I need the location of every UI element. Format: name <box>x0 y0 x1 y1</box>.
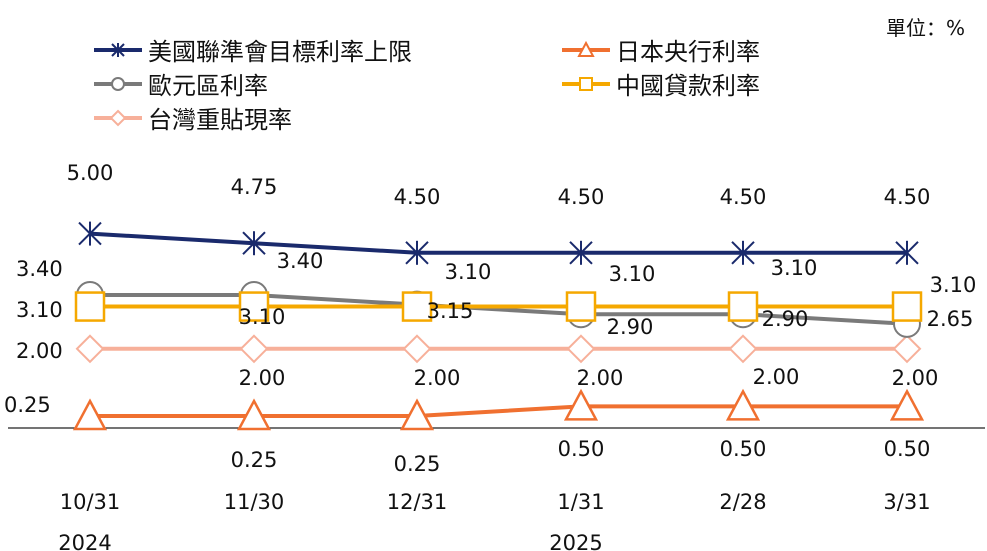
marker-s4-p4 <box>728 334 758 364</box>
legend-item-china: 中國貸款利率 <box>560 66 760 101</box>
marker-s1-p0 <box>72 398 108 431</box>
data-label-s2-p0: 3.40 <box>16 257 63 281</box>
x-tick-label-5: 3/31 <box>883 490 930 514</box>
legend-item-euro: 歐元區利率 <box>92 66 268 101</box>
data-label-s4-p4: 2.00 <box>753 365 800 389</box>
data-label-s0-p3: 4.50 <box>558 185 605 209</box>
legend-item-us-fed: 美國聯準會目標利率上限 <box>92 32 412 67</box>
marker-s0-p1 <box>242 231 266 256</box>
data-label-s1-p5: 0.50 <box>884 437 931 461</box>
marker-s3-p4 <box>727 291 759 322</box>
marker-s0-p5 <box>895 240 919 265</box>
marker-s4-p2 <box>402 334 432 364</box>
legend-label-china: 中國貸款利率 <box>616 72 760 100</box>
data-label-s1-p3: 0.50 <box>558 437 605 461</box>
legend-marker-square-icon <box>562 76 610 91</box>
marker-s3-p0 <box>74 291 106 322</box>
data-label-s4-p3: 2.00 <box>577 366 624 390</box>
marker-s4-p0 <box>75 334 105 364</box>
data-label-s2-p3: 2.90 <box>607 315 654 339</box>
legend-item-japan: 日本央行利率 <box>560 32 760 67</box>
data-label-s3-p0: 3.10 <box>16 298 63 322</box>
data-label-s0-p5: 4.50 <box>884 185 931 209</box>
marker-s1-p2 <box>399 398 435 431</box>
marker-s1-p1 <box>236 398 272 431</box>
marker-s4-p1 <box>239 334 269 364</box>
x-year-label-3: 2025 <box>549 531 602 551</box>
data-label-s3-p2: 3.10 <box>445 260 492 284</box>
unit-label: 單位：% <box>885 16 965 40</box>
marker-s3-p5 <box>891 291 923 322</box>
legend-label-taiwan: 台灣重貼現率 <box>148 106 292 134</box>
x-tick-label-3: 1/31 <box>557 490 604 514</box>
data-label-s2-p1: 3.40 <box>277 249 324 273</box>
marker-s0-p4 <box>731 240 755 265</box>
data-label-s1-p1: 0.25 <box>231 448 278 472</box>
legend-marker-triangle-icon <box>562 40 610 57</box>
x-year-label-0: 2024 <box>58 531 111 551</box>
data-label-s3-p3: 3.10 <box>609 262 656 286</box>
x-tick-label-0: 10/31 <box>60 490 121 514</box>
marker-s1-p5 <box>889 388 925 421</box>
data-label-s1-p2: 0.25 <box>394 452 441 476</box>
data-label-s3-p5: 3.10 <box>930 273 977 297</box>
data-label-s0-p1: 4.75 <box>231 175 278 199</box>
legend-label-euro: 歐元區利率 <box>148 72 268 100</box>
data-label-s1-p0: 0.25 <box>4 393 51 417</box>
legend-marker-circle-icon <box>94 76 142 91</box>
marker-s1-p3 <box>563 388 599 421</box>
marker-s4-p5 <box>892 334 922 364</box>
data-label-s4-p2: 2.00 <box>414 366 461 390</box>
x-tick-label-1: 11/30 <box>224 490 285 514</box>
data-label-s2-p5: 2.65 <box>927 307 974 331</box>
marker-s4-p3 <box>566 334 596 364</box>
marker-s3-p1 <box>238 291 270 322</box>
series-line-1 <box>90 404 907 418</box>
data-label-s0-p4: 4.50 <box>720 185 767 209</box>
x-tick-label-4: 2/28 <box>719 490 766 514</box>
data-label-s1-p4: 0.50 <box>720 437 767 461</box>
legend-label-japan: 日本央行利率 <box>616 38 760 66</box>
data-label-s4-p1: 2.00 <box>239 366 286 390</box>
data-label-s2-p2: 3.15 <box>427 299 474 323</box>
series-line-2 <box>90 293 908 326</box>
marker-s1-p4 <box>725 388 761 421</box>
data-label-s4-p5: 2.00 <box>892 366 939 390</box>
legend-item-taiwan: 台灣重貼現率 <box>92 100 292 135</box>
marker-s3-p2 <box>401 291 433 322</box>
data-label-s3-p4: 3.10 <box>771 256 818 280</box>
data-label-s0-p0: 5.00 <box>67 161 114 185</box>
legend-label-us-fed: 美國聯準會目標利率上限 <box>148 38 412 66</box>
data-label-s2-p4: 2.90 <box>762 307 809 331</box>
series-line-0 <box>89 231 907 255</box>
data-label-s3-p1: 3.10 <box>239 305 286 329</box>
x-tick-label-2: 12/31 <box>387 490 448 514</box>
data-label-s0-p2: 4.50 <box>394 185 441 209</box>
marker-s3-p3 <box>565 291 597 322</box>
marker-s0-p3 <box>569 240 593 265</box>
legend-marker-star-icon <box>94 42 142 57</box>
data-label-s4-p0: 2.00 <box>16 339 63 363</box>
marker-s0-p2 <box>405 240 429 265</box>
legend-marker-diamond-icon <box>94 109 142 126</box>
marker-s0-p0 <box>78 221 102 246</box>
